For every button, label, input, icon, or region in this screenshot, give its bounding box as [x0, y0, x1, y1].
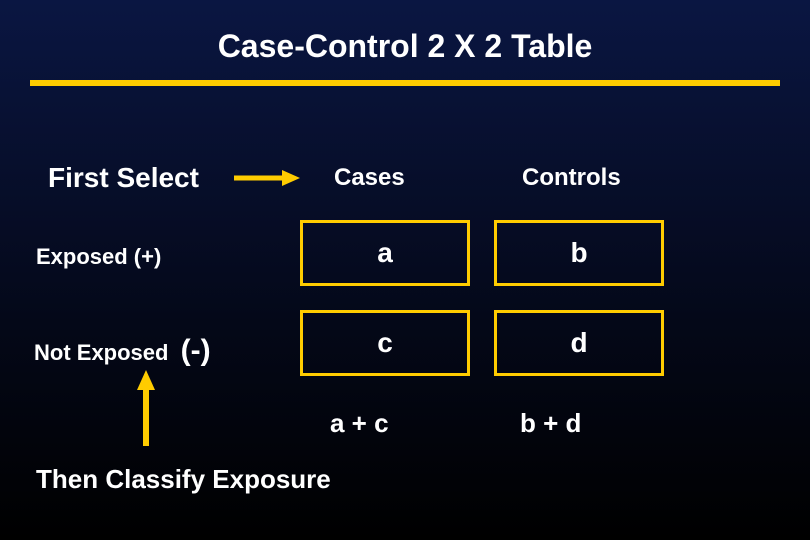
column-header-cases: Cases	[334, 164, 405, 192]
arrow-right-icon	[232, 163, 312, 193]
cell-b: b	[494, 220, 664, 286]
cell-c: c	[300, 310, 470, 376]
row-label-not-exposed-text: Not Exposed	[34, 340, 168, 365]
cell-a: a	[300, 220, 470, 286]
then-classify-label: Then Classify Exposure	[36, 464, 331, 495]
cell-d: d	[494, 310, 664, 376]
row-label-not-exposed-minus: (-)	[181, 334, 211, 367]
row-label-not-exposed: Not Exposed (-)	[34, 334, 211, 368]
slide: Case-Control 2 X 2 Table First Select Ca…	[0, 0, 810, 540]
column-header-controls: Controls	[522, 164, 621, 192]
arrow-up-icon	[131, 368, 161, 450]
page-title: Case-Control 2 X 2 Table	[0, 28, 810, 65]
first-select-label: First Select	[48, 162, 199, 194]
title-underline	[30, 80, 780, 86]
column-total-controls: b + d	[520, 408, 581, 439]
column-total-cases: a + c	[330, 408, 389, 439]
row-label-exposed: Exposed (+)	[36, 244, 161, 270]
